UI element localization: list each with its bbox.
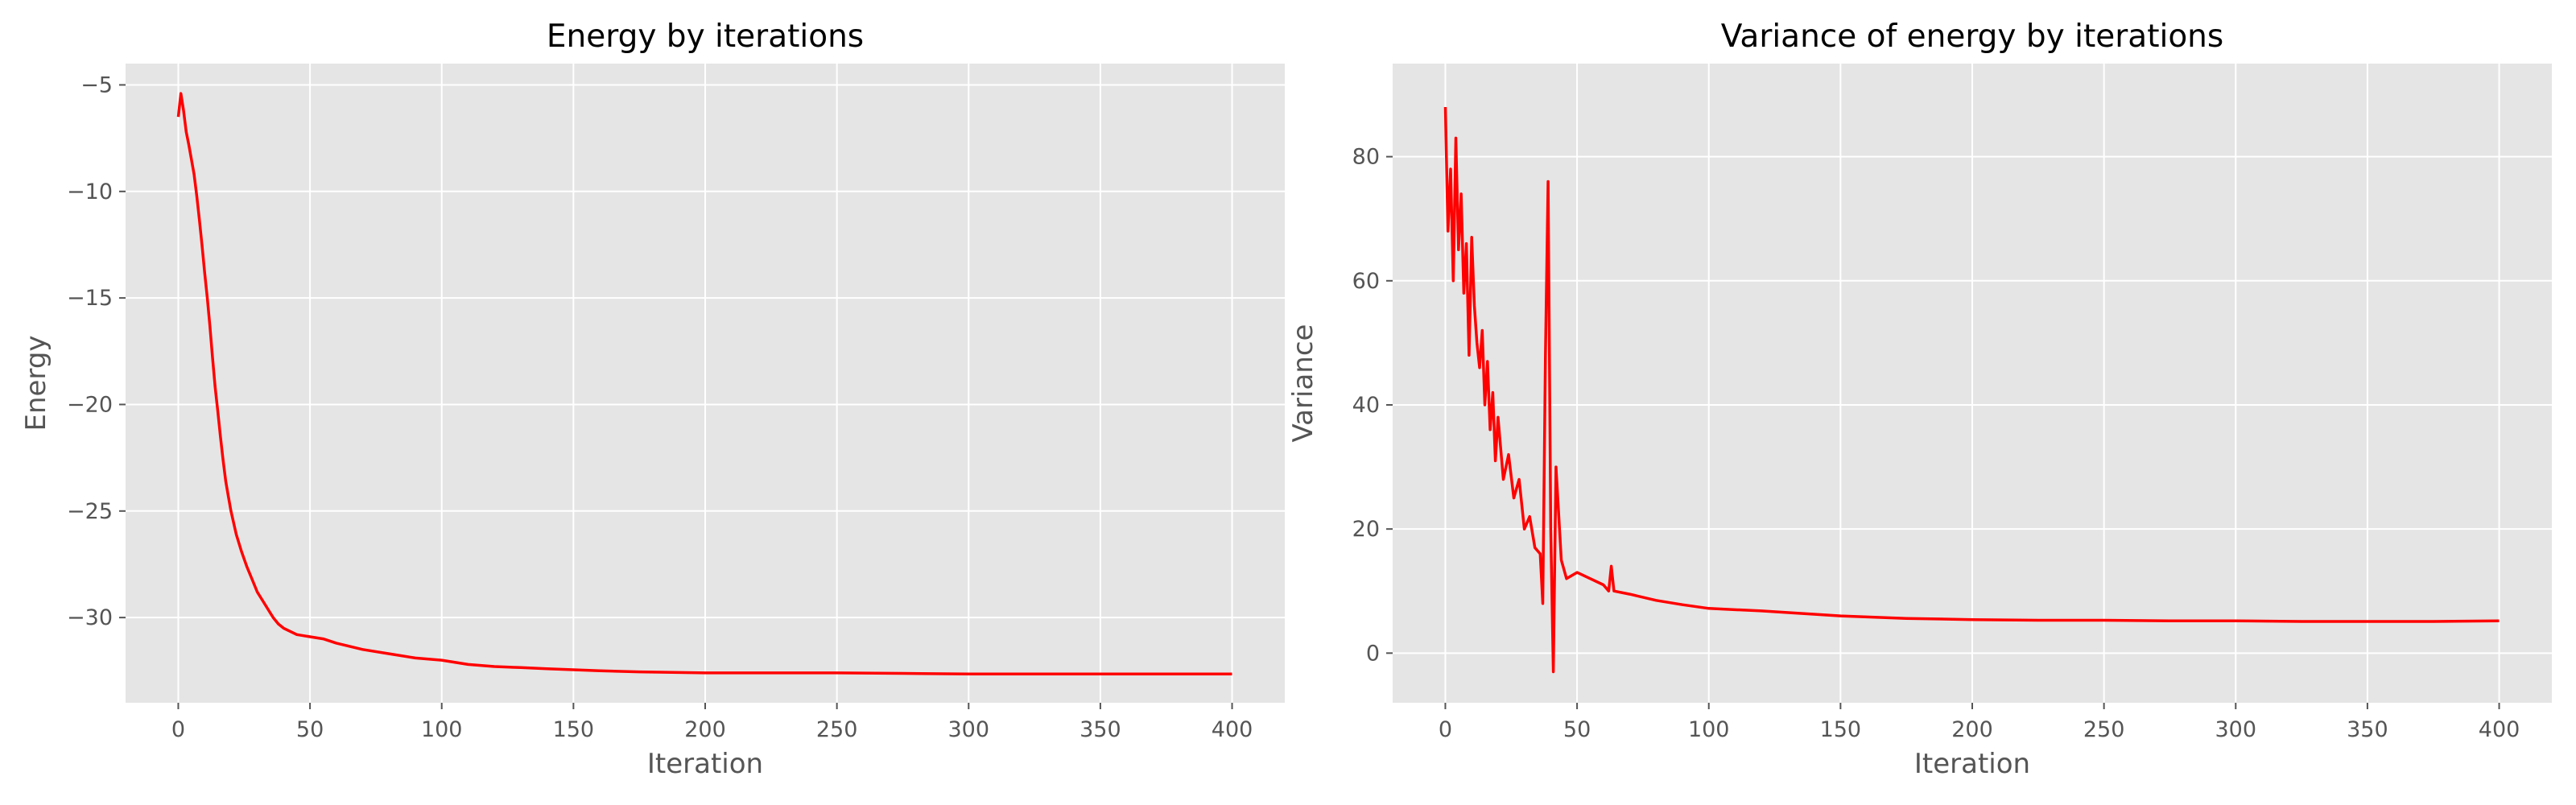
- variance-x-tick-label: 0: [1439, 717, 1452, 742]
- energy-x-tick-label: 300: [947, 717, 989, 742]
- energy-x-tick-label: 200: [684, 717, 726, 742]
- energy-x-axis-label: Iteration: [647, 748, 763, 780]
- energy-y-axis-label: Energy: [20, 335, 52, 431]
- variance-x-axis-label: Iteration: [1914, 748, 2030, 780]
- energy-chart-title: Energy by iterations: [547, 19, 864, 55]
- energy-x-tick-label: 150: [553, 717, 595, 742]
- variance-x-tick-label: 200: [1951, 717, 1993, 742]
- variance-y-axis-label: Variance: [1287, 324, 1319, 443]
- energy-x-tick-label: 350: [1080, 717, 1121, 742]
- variance-x-tick-label: 400: [2479, 717, 2520, 742]
- energy-y-tick-label: −30: [67, 605, 113, 630]
- variance-y-tick-label: 60: [1352, 269, 1380, 294]
- energy-chart: 0 50 100 150 200 250 300 350 400 −30 −25 −20 −15 −10 −…: [20, 19, 1285, 780]
- energy-y-tick-label: −20: [67, 392, 113, 417]
- energy-x-tick-label: 400: [1212, 717, 1253, 742]
- variance-y-tick-label: 0: [1366, 641, 1380, 666]
- energy-y-tick-label: −15: [67, 286, 113, 311]
- variance-chart-title: Variance of energy by iterations: [1721, 19, 2223, 55]
- variance-y-tick-label: 20: [1352, 517, 1380, 542]
- energy-y-tick-label: −25: [67, 499, 113, 524]
- variance-data-line: [1443, 106, 2500, 674]
- variance-x-tick-label: 100: [1688, 717, 1730, 742]
- variance-chart: 0 50 100 150 200 250 300 350 400 0 20 40 60 80 Varianc…: [1287, 19, 2552, 780]
- energy-x-tick-label: 250: [816, 717, 858, 742]
- energy-y-tick-label: −10: [67, 180, 113, 204]
- variance-x-tick-label: 50: [1563, 717, 1591, 742]
- variance-x-tick-label: 250: [2083, 717, 2125, 742]
- energy-data-line: [176, 92, 1232, 676]
- energy-x-tick-label: 50: [296, 717, 324, 742]
- energy-x-tick-label: 0: [171, 717, 185, 742]
- variance-x-tick-label: 300: [2215, 717, 2256, 742]
- variance-x-tick-label: 350: [2347, 717, 2388, 742]
- variance-y-tick-label: 80: [1352, 145, 1380, 170]
- energy-y-tick-label: −5: [80, 72, 113, 97]
- variance-y-tick-label: 40: [1352, 393, 1380, 418]
- energy-x-tick-label: 100: [421, 717, 463, 742]
- variance-x-tick-label: 150: [1820, 717, 1862, 742]
